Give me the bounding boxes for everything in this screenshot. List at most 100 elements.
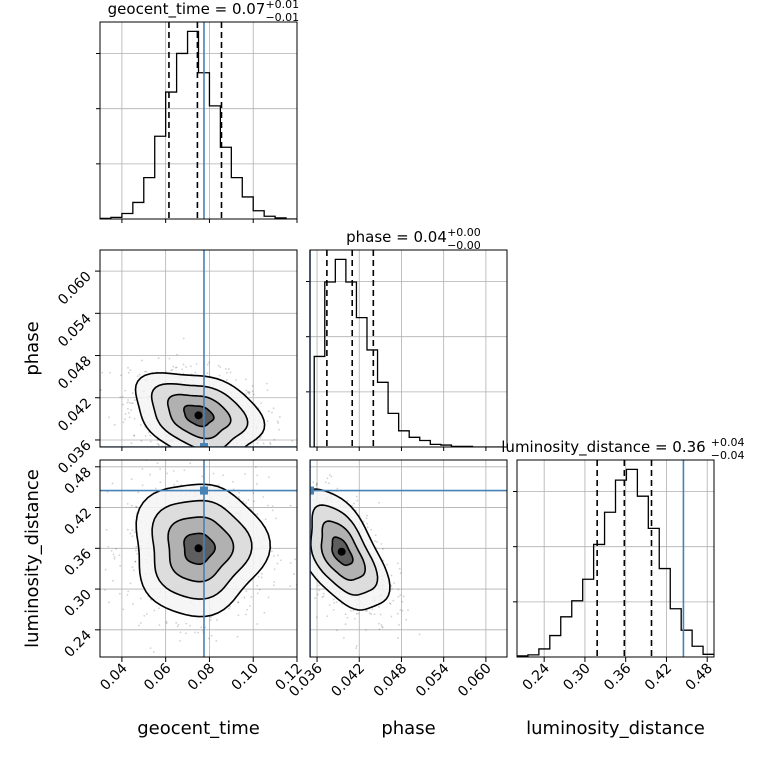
scatter-point xyxy=(260,402,262,405)
scatter-point xyxy=(144,435,147,437)
scatter-point xyxy=(253,500,255,503)
scatter-point xyxy=(189,624,191,627)
scatter-point xyxy=(336,629,338,632)
scatter-point xyxy=(107,545,110,548)
scatter-point xyxy=(218,469,220,471)
density-peak-0 xyxy=(194,411,203,420)
scatter-point xyxy=(306,524,308,526)
scatter-point xyxy=(139,597,142,600)
scatter-point xyxy=(303,529,305,531)
frame-joint-2 xyxy=(309,459,508,658)
scatter-point xyxy=(390,585,393,588)
scatter-point xyxy=(398,567,401,570)
scatter-point xyxy=(393,582,395,584)
contour-line-2-3 xyxy=(331,536,354,567)
scatter-point xyxy=(405,618,408,621)
scatter-point xyxy=(200,453,202,455)
scatter-point xyxy=(262,496,265,498)
scatter-point xyxy=(122,608,125,611)
frame-joint-0 xyxy=(99,249,298,448)
scatter-point xyxy=(255,483,258,485)
scatter-point xyxy=(201,475,204,478)
scatter-point xyxy=(307,557,309,559)
scatter-point xyxy=(314,597,316,600)
scatter-point xyxy=(322,592,325,595)
scatter-point xyxy=(300,484,302,486)
scatter-point xyxy=(127,590,130,593)
scatter-point xyxy=(189,462,192,465)
scatter-point xyxy=(304,418,306,420)
scatter-point xyxy=(306,488,308,490)
scatter-point xyxy=(402,595,405,598)
scatter-point xyxy=(304,505,306,507)
scatter-point xyxy=(149,647,152,649)
scatter-point xyxy=(256,584,259,587)
scatter-point xyxy=(168,357,171,360)
scatter-point xyxy=(131,566,134,569)
contour-line-1-1 xyxy=(151,499,253,600)
scatter-point xyxy=(355,647,358,650)
scatter-point xyxy=(246,449,248,451)
scatter-point xyxy=(382,548,384,550)
scatter-point xyxy=(289,585,292,588)
scatter-point xyxy=(170,369,173,372)
scatter-point xyxy=(256,455,258,457)
scatter-point xyxy=(352,609,355,612)
scatter-point xyxy=(378,622,380,625)
scatter-point xyxy=(374,540,376,542)
histogram-luminosity_distance xyxy=(517,468,714,657)
scatter-point xyxy=(399,608,402,611)
scatter-point xyxy=(122,403,124,406)
scatter-point xyxy=(392,599,395,602)
scatter-point xyxy=(232,488,235,491)
x-axis-label-geocent_time: geocent_time xyxy=(137,718,260,739)
scatter-point xyxy=(205,451,207,453)
scatter-point xyxy=(199,464,201,466)
scatter-point xyxy=(228,607,230,610)
scatter-point xyxy=(382,559,385,562)
scatter-point xyxy=(144,370,146,373)
scatter-point xyxy=(293,542,295,544)
scatter-point xyxy=(210,634,213,637)
scatter-point xyxy=(336,487,339,490)
scatter-point xyxy=(274,488,276,490)
scatter-point xyxy=(145,370,148,373)
scatter-point xyxy=(237,601,240,603)
scatter-point xyxy=(195,363,198,365)
scatter-point xyxy=(130,409,132,412)
y-tick-label: 0.060 xyxy=(55,269,95,309)
scatter-point xyxy=(126,594,129,596)
x-tick-label: 0.060 xyxy=(455,661,495,701)
scatter-point xyxy=(328,482,330,485)
scatter-point xyxy=(261,572,263,575)
scatter-point xyxy=(307,513,309,515)
x-axis-label-luminosity_distance: luminosity_distance xyxy=(526,718,705,739)
scatter-point xyxy=(261,448,263,450)
scatter-point xyxy=(185,622,188,625)
scatter-point xyxy=(225,450,227,452)
scatter-point xyxy=(137,491,140,494)
x-tick-label: 0.36 xyxy=(601,660,634,693)
scatter-point xyxy=(316,593,319,596)
scatter-point xyxy=(143,614,146,617)
x-tick-label: 0.42 xyxy=(642,661,675,694)
scatter-point xyxy=(119,396,122,399)
scatter-point xyxy=(260,576,263,579)
scatter-point xyxy=(266,389,269,392)
scatter-point xyxy=(264,518,267,521)
truth-marker-2 xyxy=(310,486,314,495)
scatter-point xyxy=(171,368,174,371)
scatter-point xyxy=(153,451,155,453)
scatter-point xyxy=(269,441,272,444)
scatter-point xyxy=(176,353,179,356)
scatter-point xyxy=(276,420,279,423)
scatter-point xyxy=(131,529,134,532)
scatter-point xyxy=(294,558,297,561)
scatter-point xyxy=(149,473,151,476)
scatter-point xyxy=(342,637,345,639)
scatter-point xyxy=(312,481,315,484)
scatter-point xyxy=(306,490,308,492)
scatter-point xyxy=(300,528,302,530)
scatter-point xyxy=(246,453,248,455)
